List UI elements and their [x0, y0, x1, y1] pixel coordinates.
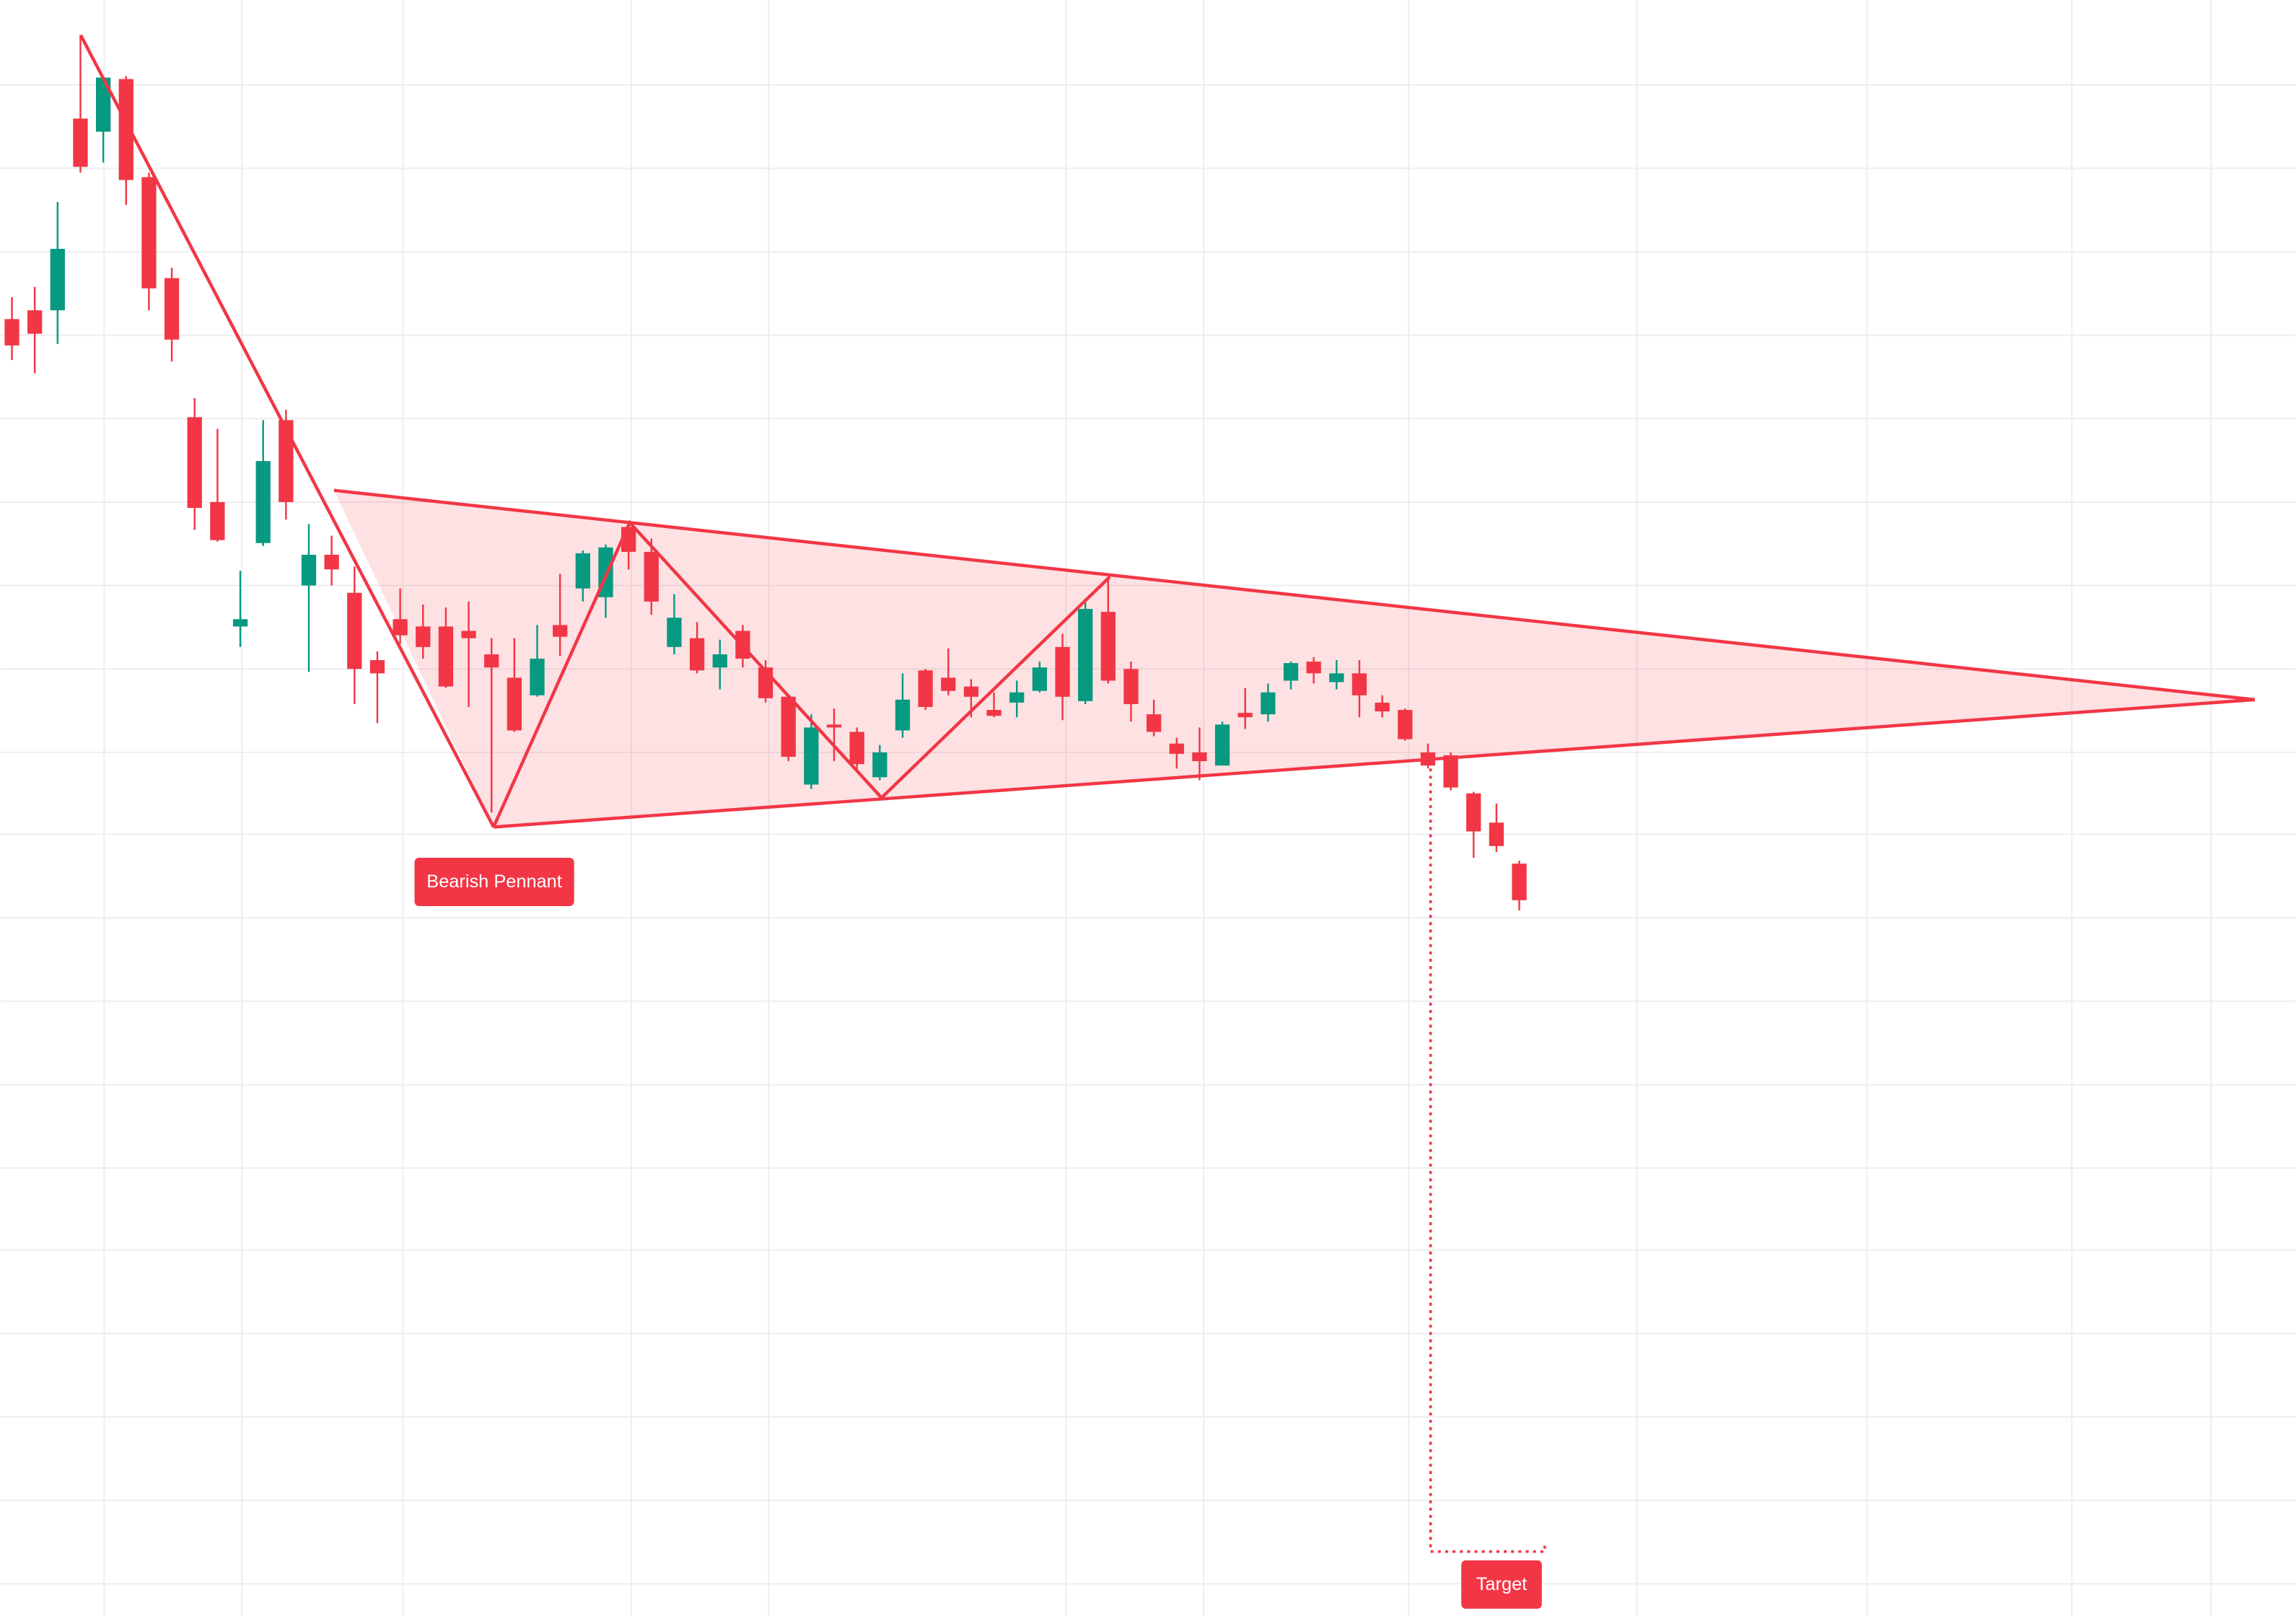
candle-body — [1466, 793, 1481, 832]
zigzag — [492, 519, 1111, 828]
candle-body — [393, 619, 408, 636]
candle-body — [1169, 743, 1184, 754]
candle-body — [963, 686, 979, 697]
candle-body — [849, 732, 864, 765]
candle-body — [1329, 673, 1344, 682]
candle-body — [826, 724, 842, 728]
candle-body — [187, 417, 202, 509]
candle-body — [279, 420, 294, 502]
candle-body — [507, 677, 522, 731]
candle-body — [1237, 713, 1253, 718]
candle-body — [1055, 646, 1070, 697]
candle-body — [1146, 714, 1162, 732]
target-label-box — [1461, 1560, 1542, 1609]
candle-body — [1100, 612, 1116, 681]
candle-body — [255, 461, 271, 543]
candle-body — [644, 551, 659, 602]
candle-body — [1214, 724, 1230, 766]
candle-body — [1123, 669, 1139, 704]
candle-body — [895, 699, 911, 731]
candle-body — [27, 310, 43, 334]
pattern-lines — [79, 34, 2256, 829]
candle-body — [1192, 752, 1207, 762]
candle-body — [872, 752, 888, 778]
candle-body — [1489, 822, 1504, 846]
candle-body — [986, 710, 1002, 716]
candle-body — [530, 659, 545, 695]
pattern-label: Bearish Pennant — [426, 871, 562, 892]
target-label: Target — [1476, 1574, 1527, 1594]
candle-body — [484, 654, 499, 668]
candle-body — [232, 619, 248, 627]
candle-body — [712, 654, 727, 668]
candle-body — [553, 625, 568, 637]
candle-body — [416, 626, 431, 647]
candle-body — [1032, 667, 1047, 691]
candle-body — [50, 248, 65, 311]
candle-body — [667, 618, 682, 647]
candle-body — [73, 118, 88, 167]
upper-boundary — [333, 488, 2256, 702]
candle-body — [781, 696, 796, 757]
candle-body — [369, 660, 385, 674]
candle-body — [95, 77, 111, 132]
candle-body — [164, 278, 180, 340]
candle-body — [941, 677, 956, 691]
candle-body — [1375, 702, 1390, 712]
candle-body — [118, 79, 133, 180]
candle-body — [1078, 609, 1093, 701]
candle-body — [1009, 692, 1025, 703]
candle-body — [575, 553, 590, 589]
target-projection — [1429, 761, 1546, 1553]
candle-body — [1283, 663, 1299, 681]
candle-body — [1351, 673, 1367, 695]
candle-body — [918, 670, 933, 707]
candle-body — [301, 554, 317, 586]
candle-body — [324, 554, 339, 570]
pole-line — [79, 34, 496, 828]
candle-body — [689, 638, 705, 671]
candle-body — [804, 727, 819, 785]
candle-body — [1261, 692, 1276, 715]
candle-body — [210, 501, 225, 540]
candle-body — [1306, 662, 1321, 674]
candle-body — [1398, 710, 1413, 739]
candle-body — [347, 592, 362, 669]
candle-body — [1443, 755, 1458, 788]
candle-body — [141, 177, 157, 289]
candle-body — [438, 626, 454, 687]
lower-boundary — [493, 698, 2256, 829]
candle-body — [1512, 864, 1527, 900]
pattern-label-box — [414, 857, 574, 906]
candle-body — [4, 319, 19, 346]
candle-body — [461, 631, 476, 638]
